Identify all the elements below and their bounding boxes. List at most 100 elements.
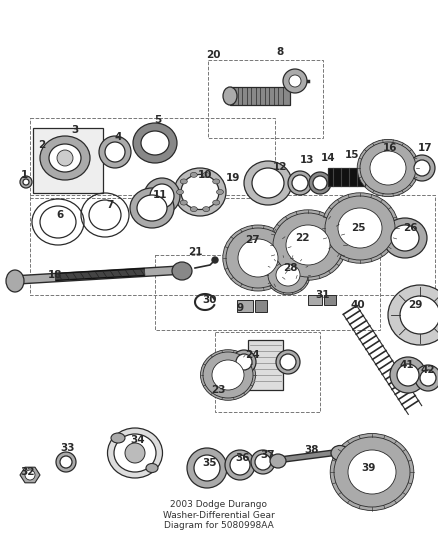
Ellipse shape xyxy=(180,179,187,184)
Circle shape xyxy=(56,452,76,472)
Circle shape xyxy=(415,365,438,391)
Ellipse shape xyxy=(130,188,174,228)
Text: 14: 14 xyxy=(321,153,336,163)
Ellipse shape xyxy=(114,434,156,472)
Ellipse shape xyxy=(191,207,198,212)
Ellipse shape xyxy=(273,213,343,277)
Ellipse shape xyxy=(244,161,292,205)
Circle shape xyxy=(194,455,220,481)
Circle shape xyxy=(236,354,252,370)
Ellipse shape xyxy=(276,264,300,286)
Circle shape xyxy=(225,450,255,480)
Text: 2003 Dodge Durango
Washer-Differential Gear
Diagram for 5080998AA: 2003 Dodge Durango Washer-Differential G… xyxy=(163,500,275,530)
Circle shape xyxy=(144,178,180,214)
Ellipse shape xyxy=(146,464,158,472)
Text: 31: 31 xyxy=(316,290,330,300)
Ellipse shape xyxy=(174,168,226,216)
Bar xyxy=(237,300,253,312)
Circle shape xyxy=(57,150,73,166)
Bar xyxy=(33,128,103,193)
Text: 24: 24 xyxy=(245,350,259,360)
Circle shape xyxy=(230,455,250,475)
Text: 9: 9 xyxy=(237,303,244,313)
Text: 23: 23 xyxy=(211,385,225,395)
Circle shape xyxy=(25,470,35,480)
Text: 8: 8 xyxy=(276,47,284,57)
Text: 30: 30 xyxy=(203,295,217,305)
Text: 38: 38 xyxy=(305,445,319,455)
Circle shape xyxy=(283,69,307,93)
Bar xyxy=(248,340,283,390)
Bar xyxy=(215,332,320,412)
Text: 2: 2 xyxy=(39,140,46,150)
Ellipse shape xyxy=(360,142,416,194)
Ellipse shape xyxy=(391,225,419,251)
Bar xyxy=(255,300,267,312)
Bar xyxy=(324,295,336,305)
Bar xyxy=(30,118,275,198)
Ellipse shape xyxy=(216,190,223,195)
Ellipse shape xyxy=(252,168,284,198)
Circle shape xyxy=(289,75,301,87)
Circle shape xyxy=(309,172,331,194)
Text: 33: 33 xyxy=(61,443,75,453)
Text: 5: 5 xyxy=(154,115,162,125)
Circle shape xyxy=(276,350,300,374)
Circle shape xyxy=(187,448,227,488)
Ellipse shape xyxy=(203,352,253,398)
Text: 1: 1 xyxy=(21,170,28,180)
Text: 3: 3 xyxy=(71,125,79,135)
Text: 37: 37 xyxy=(261,450,276,460)
Ellipse shape xyxy=(270,454,286,468)
Text: 26: 26 xyxy=(403,223,417,233)
Ellipse shape xyxy=(111,433,125,443)
Ellipse shape xyxy=(107,428,162,478)
Text: 11: 11 xyxy=(153,190,167,200)
Ellipse shape xyxy=(49,144,81,172)
Text: 10: 10 xyxy=(198,170,212,180)
Ellipse shape xyxy=(338,208,382,248)
Circle shape xyxy=(288,171,312,195)
Circle shape xyxy=(232,350,256,374)
Ellipse shape xyxy=(89,200,121,230)
Text: 6: 6 xyxy=(57,210,64,220)
Text: 41: 41 xyxy=(400,360,414,370)
Text: 12: 12 xyxy=(273,162,287,172)
Ellipse shape xyxy=(331,446,349,461)
Ellipse shape xyxy=(203,172,210,177)
Ellipse shape xyxy=(400,296,438,334)
Text: 29: 29 xyxy=(408,300,422,310)
Text: 25: 25 xyxy=(351,223,365,233)
Text: 35: 35 xyxy=(203,458,217,468)
Ellipse shape xyxy=(223,225,293,291)
Circle shape xyxy=(420,370,436,386)
Ellipse shape xyxy=(40,206,76,238)
Ellipse shape xyxy=(137,195,167,221)
Circle shape xyxy=(255,454,271,470)
Bar xyxy=(230,87,290,105)
Ellipse shape xyxy=(226,228,290,288)
Circle shape xyxy=(125,443,145,463)
Circle shape xyxy=(390,357,426,393)
Text: 21: 21 xyxy=(188,247,202,257)
Circle shape xyxy=(150,184,174,208)
Text: 20: 20 xyxy=(206,50,220,60)
Text: 15: 15 xyxy=(345,150,359,160)
Text: 27: 27 xyxy=(245,235,259,245)
Ellipse shape xyxy=(268,257,308,293)
Ellipse shape xyxy=(370,151,406,185)
Text: 18: 18 xyxy=(48,270,62,280)
Circle shape xyxy=(397,364,419,386)
Ellipse shape xyxy=(383,218,427,258)
Circle shape xyxy=(414,160,430,176)
Ellipse shape xyxy=(201,350,255,400)
Ellipse shape xyxy=(6,270,24,292)
Text: 19: 19 xyxy=(226,173,240,183)
Text: 36: 36 xyxy=(236,453,250,463)
Ellipse shape xyxy=(177,190,184,195)
Ellipse shape xyxy=(286,225,330,265)
Circle shape xyxy=(292,175,308,191)
Bar xyxy=(155,255,380,330)
Ellipse shape xyxy=(348,450,396,494)
Circle shape xyxy=(20,176,32,188)
